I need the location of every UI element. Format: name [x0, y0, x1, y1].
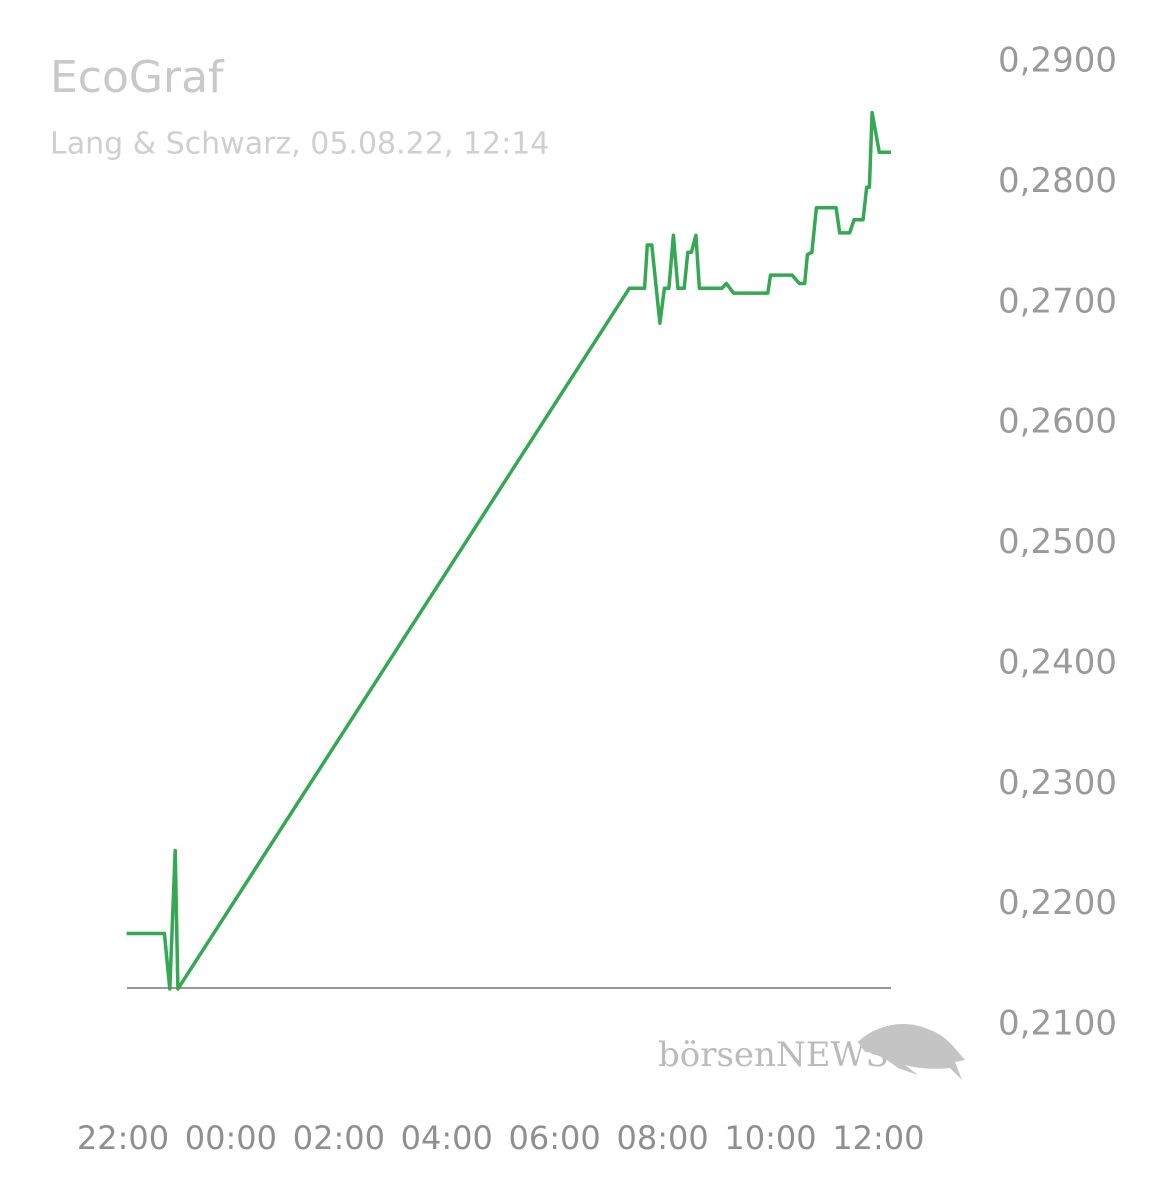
y-tick-label: 0,2900 [998, 41, 1117, 81]
y-tick-label: 0,2800 [998, 161, 1117, 201]
y-tick-label: 0,2700 [998, 281, 1117, 321]
x-tick-label: 10:00 [724, 1119, 816, 1157]
y-tick-label: 0,2300 [998, 763, 1117, 803]
y-tick-label: 0,2400 [998, 642, 1117, 682]
x-tick-label: 08:00 [616, 1119, 708, 1157]
y-tick-label: 0,2100 [998, 1004, 1117, 1044]
price-line [126, 110, 891, 991]
watermark: börsenNEWS [658, 1035, 889, 1075]
y-tick-label: 0,2600 [998, 402, 1117, 442]
y-tick-label: 0,2200 [998, 883, 1117, 923]
x-tick-label: 00:00 [185, 1119, 277, 1157]
x-tick-label: 04:00 [401, 1119, 493, 1157]
x-tick-label: 22:00 [77, 1119, 169, 1157]
x-tick-label: 06:00 [509, 1119, 601, 1157]
watermark-bull [858, 1023, 965, 1080]
x-tick-label: 12:00 [832, 1119, 924, 1157]
y-tick-label: 0,2500 [998, 522, 1117, 562]
chart-title: EcoGraf [50, 52, 225, 103]
x-tick-label: 02:00 [293, 1119, 385, 1157]
chart-subtitle: Lang & Schwarz, 05.08.22, 12:14 [50, 127, 549, 162]
